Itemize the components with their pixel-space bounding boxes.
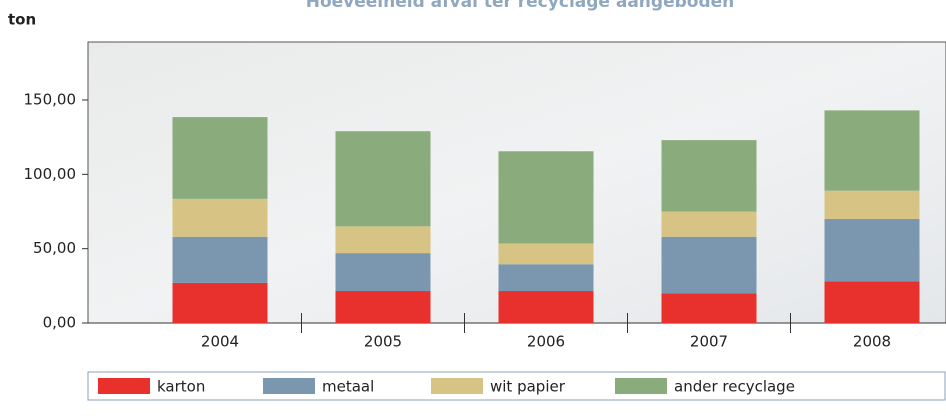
bar-segment	[336, 226, 431, 253]
y-tick-label: 150,00	[24, 90, 77, 108]
bar-segment	[499, 243, 594, 264]
bar-segment	[499, 291, 594, 323]
legend-swatch	[615, 378, 667, 394]
bar-segment	[173, 117, 268, 199]
chart: Hoeveelheid afval ter recyclage aangebod…	[0, 0, 946, 418]
bar-segment	[662, 211, 757, 236]
bar-segment	[825, 110, 920, 190]
x-tick-label: 2008	[853, 333, 891, 351]
bar-segment	[173, 199, 268, 237]
y-tick-label: 100,00	[24, 165, 77, 183]
bar-segment	[662, 237, 757, 293]
bar-segment	[499, 151, 594, 243]
y-axis-label: ton	[8, 11, 36, 29]
bar-segment	[336, 253, 431, 291]
bar-segment	[336, 131, 431, 226]
legend-label: ander recyclage	[674, 378, 795, 396]
bar-segment	[499, 264, 594, 291]
legend-label: metaal	[322, 378, 374, 396]
x-tick-label: 2005	[364, 333, 402, 351]
legend-label: karton	[157, 378, 205, 396]
bar-segment	[173, 237, 268, 283]
bar-segment	[173, 283, 268, 323]
bar-segment	[662, 293, 757, 323]
y-tick-label: 0,00	[43, 314, 76, 332]
bar-segment	[825, 219, 920, 281]
bar-segment	[825, 191, 920, 219]
bar-segment	[825, 281, 920, 323]
bar-segment	[336, 291, 431, 323]
legend-swatch	[431, 378, 483, 394]
legend-swatch	[263, 378, 315, 394]
legend-label: wit papier	[490, 378, 566, 396]
x-tick-label: 2004	[201, 333, 239, 351]
x-tick-label: 2007	[690, 333, 728, 351]
x-tick-label: 2006	[527, 333, 565, 351]
chart-title: Hoeveelheid afval ter recyclage aangebod…	[306, 0, 735, 12]
bar-segment	[662, 140, 757, 211]
legend-swatch	[98, 378, 150, 394]
y-tick-label: 50,00	[33, 239, 76, 257]
